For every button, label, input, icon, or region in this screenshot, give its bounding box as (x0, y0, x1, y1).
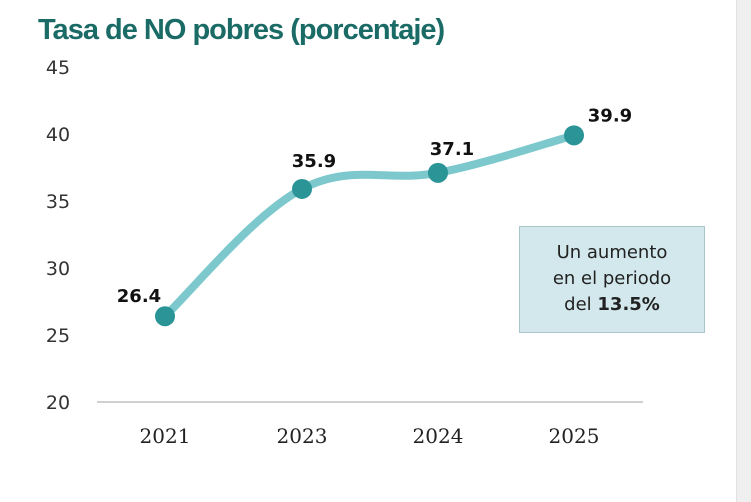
y-tick-label: 25 (46, 325, 70, 347)
x-tick-label: 2024 (413, 424, 464, 448)
data-point (155, 306, 175, 327)
data-point (292, 178, 312, 199)
data-label: 39.9 (588, 105, 632, 126)
annotation-line-3: del 13.5% (520, 292, 704, 318)
data-label: 35.9 (292, 151, 336, 172)
x-tick-label: 2025 (549, 424, 600, 448)
annotation-box: Un aumento en el periodo del 13.5% (519, 226, 705, 333)
data-label: 37.1 (430, 139, 474, 160)
chart-title: Tasa de NO pobres (porcentaje) (38, 14, 445, 46)
data-label: 26.4 (117, 286, 161, 307)
annotation-prefix: del (564, 294, 598, 315)
data-point (428, 162, 448, 183)
y-tick-label: 30 (46, 258, 70, 280)
y-tick-label: 45 (46, 57, 70, 79)
x-tick-label: 2021 (140, 424, 191, 448)
data-point (564, 125, 584, 146)
series-line (161, 131, 578, 321)
x-tick-label: 2023 (277, 424, 328, 448)
side-strip (736, 0, 751, 502)
y-tick-label: 35 (46, 191, 70, 213)
annotation-line-1: Un aumento (556, 242, 668, 263)
annotation-value: 13.5% (597, 294, 660, 315)
annotation-line-2: en el periodo (552, 268, 672, 289)
y-tick-label: 20 (46, 392, 70, 414)
y-tick-label: 40 (46, 124, 70, 146)
